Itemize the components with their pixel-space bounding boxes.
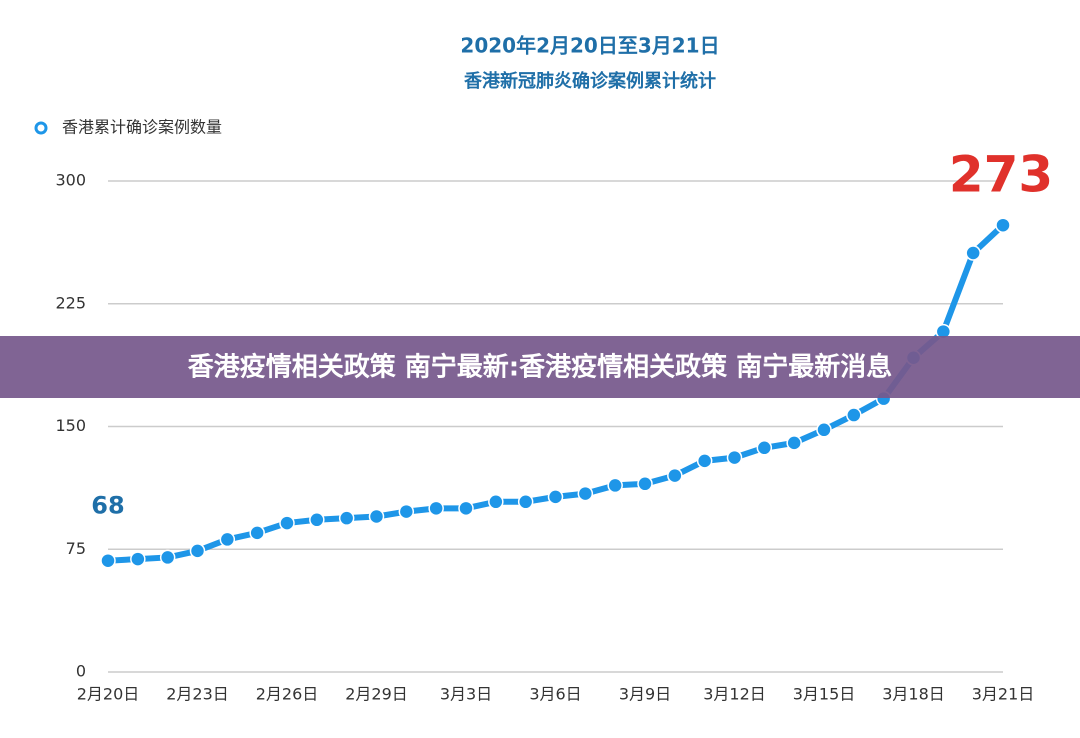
- data-point: [816, 422, 832, 438]
- data-point: [965, 245, 981, 261]
- data-point: [756, 440, 773, 456]
- data-point: [338, 510, 355, 526]
- data-point: [667, 467, 683, 484]
- y-tick-label: 0: [76, 662, 86, 681]
- data-point: [219, 531, 236, 548]
- x-tick-label: 2月20日: [77, 685, 140, 704]
- data-point: [696, 453, 713, 469]
- data-point: [189, 543, 206, 559]
- chart-subtitle: 香港新冠肺炎确诊案例累计统计: [463, 70, 716, 92]
- x-tick-label: 3月9日: [619, 685, 671, 704]
- y-tick-label: 225: [55, 293, 86, 312]
- data-point: [458, 500, 474, 517]
- data-point: [786, 435, 802, 451]
- legend-label: 香港累计确诊案例数量: [62, 118, 222, 137]
- data-point: [637, 476, 653, 492]
- x-tick-label: 3月12日: [703, 685, 766, 704]
- data-point: [309, 512, 325, 528]
- data-point: [398, 503, 415, 520]
- x-tick-label: 3月15日: [793, 685, 856, 704]
- x-tick-label: 2月26日: [256, 685, 319, 704]
- data-point: [159, 549, 176, 566]
- data-label: 273: [949, 146, 1053, 204]
- y-tick-label: 300: [55, 171, 86, 190]
- data-point: [249, 525, 265, 541]
- data-point: [368, 508, 385, 525]
- data-point: [547, 489, 564, 505]
- legend-marker: [34, 121, 48, 135]
- data-point: [846, 407, 862, 423]
- data-point: [577, 485, 594, 502]
- data-point: [517, 494, 534, 510]
- x-tick-label: 3月18日: [882, 685, 945, 704]
- data-point: [100, 552, 116, 569]
- data-point: [488, 494, 504, 510]
- data-point: [279, 515, 295, 531]
- chart-title: 2020年2月20日至3月21日: [460, 34, 719, 58]
- x-tick-label: 2月23日: [166, 685, 229, 704]
- x-tick-label: 3月6日: [529, 685, 581, 704]
- banner-text: 香港疫情相关政策 南宁最新:香港疫情相关政策 南宁最新消息: [188, 352, 893, 383]
- data-point: [428, 500, 444, 517]
- x-tick-label: 3月21日: [972, 685, 1035, 704]
- data-label: 68: [91, 492, 124, 520]
- data-point: [130, 551, 146, 567]
- banner-background: [0, 336, 1080, 398]
- y-tick-label: 150: [55, 416, 86, 435]
- y-tick-label: 75: [66, 539, 86, 558]
- data-point: [607, 477, 623, 494]
- x-tick-label: 2月29日: [345, 685, 408, 704]
- data-point: [726, 449, 743, 466]
- x-tick-label: 3月3日: [440, 685, 492, 704]
- data-point: [995, 217, 1011, 233]
